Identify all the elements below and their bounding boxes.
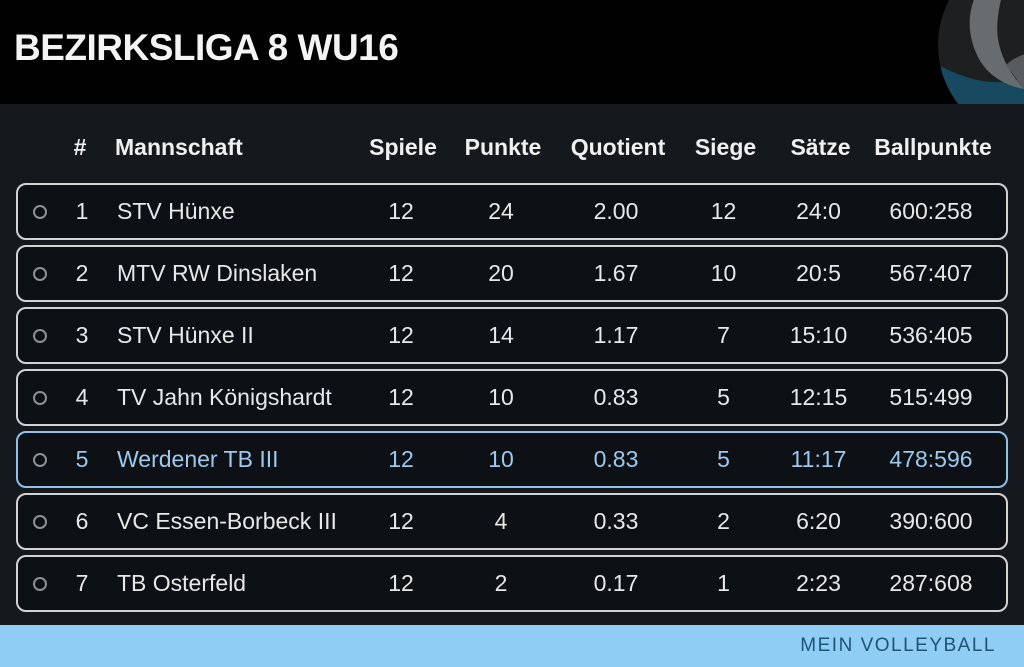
column-header-spiele: Spiele bbox=[369, 133, 437, 160]
table-row-highlighted[interactable]: 5 Werdener TB III 12 10 0.83 5 11:17 478… bbox=[16, 431, 1008, 488]
footer-bar: MEIN VOLLEYBALL bbox=[0, 625, 1024, 667]
spiele-cell: 12 bbox=[388, 322, 414, 348]
spiele-cell: 12 bbox=[388, 508, 414, 534]
siege-cell: 12 bbox=[710, 198, 737, 224]
spiele-cell: 12 bbox=[388, 570, 414, 596]
ballpunkte-cell: 478:596 bbox=[889, 446, 973, 472]
rank-cell: 3 bbox=[75, 322, 89, 348]
saetze-cell: 11:17 bbox=[790, 446, 847, 472]
quotient-cell: 1.17 bbox=[593, 322, 639, 348]
table-row[interactable]: 4 TV Jahn Königshardt 12 10 0.83 5 12:15… bbox=[16, 369, 1008, 426]
ballpunkte-cell: 515:499 bbox=[889, 384, 973, 410]
punkte-cell: 10 bbox=[488, 446, 514, 472]
ballpunkte-cell: 287:608 bbox=[889, 570, 973, 596]
circle-bullet-icon bbox=[33, 204, 47, 219]
team-name-cell: TV Jahn Königshardt bbox=[117, 384, 332, 410]
siege-cell: 5 bbox=[717, 384, 730, 410]
rank-cell: 2 bbox=[75, 260, 89, 286]
column-header-punkte: Punkte bbox=[464, 133, 542, 160]
circle-bullet-icon bbox=[33, 328, 47, 343]
volleyball-logo-icon bbox=[938, 0, 1024, 104]
circle-bullet-icon bbox=[33, 266, 47, 281]
rank-cell: 6 bbox=[75, 508, 89, 534]
column-header-ballpunkte: Ballpunkte bbox=[874, 133, 992, 160]
table-header-row: # Mannschaft Spiele Punkte Quotient Sieg… bbox=[16, 126, 1008, 168]
table-row[interactable]: 6 VC Essen-Borbeck III 12 4 0.33 2 6:20 … bbox=[16, 493, 1008, 550]
column-header-siege: Siege bbox=[694, 133, 757, 160]
column-header-team: Mannschaft bbox=[115, 133, 243, 160]
column-header-saetze: Sätze bbox=[790, 133, 851, 160]
standings-table: # Mannschaft Spiele Punkte Quotient Sieg… bbox=[0, 104, 1024, 612]
spiele-cell: 12 bbox=[388, 446, 414, 472]
saetze-cell: 15:10 bbox=[789, 322, 848, 348]
quotient-cell: 1.67 bbox=[593, 260, 639, 286]
saetze-cell: 6:20 bbox=[796, 508, 841, 534]
circle-bullet-icon bbox=[33, 514, 47, 529]
table-row[interactable]: 2 MTV RW Dinslaken 12 20 1.67 10 20:5 56… bbox=[16, 245, 1008, 302]
team-name-cell: VC Essen-Borbeck III bbox=[117, 508, 337, 534]
rank-cell: 5 bbox=[75, 446, 89, 472]
punkte-cell: 10 bbox=[488, 384, 514, 410]
team-name-cell: Werdener TB III bbox=[117, 446, 279, 472]
saetze-cell: 2:23 bbox=[796, 570, 841, 596]
circle-bullet-icon bbox=[33, 576, 47, 591]
team-name-cell: STV Hünxe bbox=[117, 198, 235, 224]
circle-bullet-icon bbox=[33, 452, 47, 467]
table-row[interactable]: 1 STV Hünxe 12 24 2.00 12 24:0 600:258 bbox=[16, 183, 1008, 240]
saetze-cell: 24:0 bbox=[796, 198, 841, 224]
top-bar: BEZIRKSLIGA 8 WU16 bbox=[0, 0, 1024, 104]
saetze-cell: 20:5 bbox=[796, 260, 841, 286]
saetze-cell: 12:15 bbox=[789, 384, 848, 410]
team-name-cell: STV Hünxe II bbox=[117, 322, 254, 348]
ballpunkte-cell: 536:405 bbox=[889, 322, 973, 348]
spiele-cell: 12 bbox=[388, 260, 414, 286]
ballpunkte-cell: 600:258 bbox=[889, 198, 973, 224]
spiele-cell: 12 bbox=[388, 384, 414, 410]
quotient-cell: 0.83 bbox=[593, 384, 639, 410]
quotient-cell: 0.83 bbox=[593, 446, 639, 472]
table-row[interactable]: 7 TB Osterfeld 12 2 0.17 1 2:23 287:608 bbox=[16, 555, 1008, 612]
spiele-cell: 12 bbox=[388, 198, 414, 224]
punkte-cell: 14 bbox=[488, 322, 514, 348]
siege-cell: 1 bbox=[717, 570, 730, 596]
punkte-cell: 4 bbox=[494, 508, 508, 534]
brand-label: MEIN VOLLEYBALL bbox=[800, 635, 996, 656]
circle-bullet-icon bbox=[33, 390, 47, 405]
quotient-cell: 0.33 bbox=[593, 508, 639, 534]
siege-cell: 7 bbox=[717, 322, 730, 348]
ballpunkte-cell: 567:407 bbox=[889, 260, 973, 286]
column-header-quotient: Quotient bbox=[570, 133, 666, 160]
rank-cell: 1 bbox=[75, 198, 89, 224]
punkte-cell: 2 bbox=[494, 570, 508, 596]
punkte-cell: 24 bbox=[488, 198, 514, 224]
team-name-cell: TB Osterfeld bbox=[117, 570, 247, 596]
siege-cell: 10 bbox=[710, 260, 737, 286]
punkte-cell: 20 bbox=[488, 260, 514, 286]
column-header-rank: # bbox=[73, 133, 87, 160]
siege-cell: 5 bbox=[717, 446, 730, 472]
quotient-cell: 0.17 bbox=[593, 570, 639, 596]
rank-cell: 4 bbox=[75, 384, 89, 410]
page-title: BEZIRKSLIGA 8 WU16 bbox=[14, 27, 399, 68]
quotient-cell: 2.00 bbox=[593, 198, 639, 224]
table-row[interactable]: 3 STV Hünxe II 12 14 1.17 7 15:10 536:40… bbox=[16, 307, 1008, 364]
rank-cell: 7 bbox=[75, 570, 89, 596]
team-name-cell: MTV RW Dinslaken bbox=[117, 260, 318, 286]
ballpunkte-cell: 390:600 bbox=[889, 508, 973, 534]
siege-cell: 2 bbox=[717, 508, 730, 534]
